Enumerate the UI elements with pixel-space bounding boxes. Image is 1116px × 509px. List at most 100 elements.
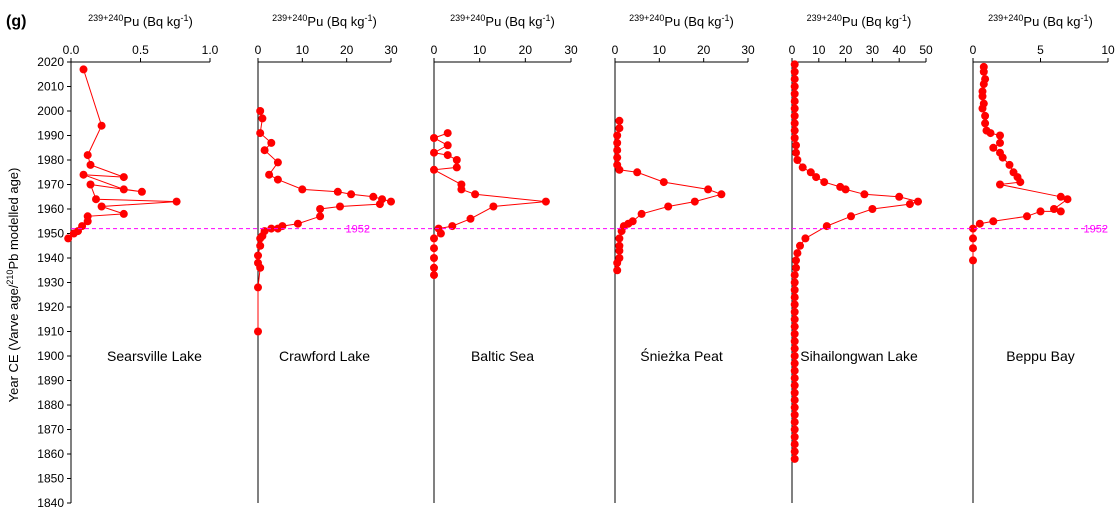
data-point [790, 396, 799, 405]
x-tick-label: 5 [1037, 43, 1044, 57]
data-point [790, 410, 799, 419]
data-point [615, 234, 624, 243]
data-point [298, 185, 307, 194]
data-point [256, 234, 265, 243]
data-point [633, 168, 642, 177]
data-point [471, 190, 480, 199]
data-point [790, 271, 799, 280]
data-point [430, 134, 438, 142]
x-tick-label: 50 [919, 43, 933, 57]
x-tick-label: 30 [564, 43, 578, 57]
site-name-label: Baltic Sea [471, 348, 534, 364]
x-axis-title-exponent: -1 [722, 13, 730, 23]
data-point [336, 202, 344, 211]
x-axis-title-superscript: 239+240 [807, 13, 842, 23]
x-tick-label: 10 [473, 43, 487, 57]
y-tick-label: 1840 [37, 496, 64, 509]
data-point [790, 60, 799, 69]
data-point [267, 138, 276, 147]
x-tick-label: 0 [789, 43, 796, 57]
data-point [790, 329, 799, 338]
x-axis-title-exponent: -1 [365, 13, 373, 23]
data-point [792, 263, 800, 272]
data-point [267, 224, 276, 233]
y-tick-label: 1990 [37, 129, 64, 143]
data-point [790, 134, 799, 142]
data-point [316, 205, 325, 213]
data-point [172, 197, 181, 206]
data-point [64, 234, 73, 243]
data-point [996, 180, 1004, 189]
data-point [790, 388, 799, 397]
data-point [790, 366, 799, 375]
data-point [615, 116, 624, 125]
data-point [613, 138, 622, 147]
x-tick-label: 0 [612, 43, 619, 57]
data-point [790, 104, 799, 113]
x-axis-title-end: ) [1089, 14, 1093, 29]
data-point [790, 293, 799, 302]
data-point [986, 129, 995, 138]
data-point [801, 234, 810, 243]
x-tick-label: 0 [255, 43, 262, 57]
data-point [1023, 212, 1031, 221]
data-point [256, 129, 265, 138]
x-axis-title: 239+240Pu (Bq kg-1) [88, 13, 193, 29]
data-point [895, 192, 904, 201]
data-point [452, 156, 461, 164]
x-axis-title-main: Pu (Bq kg [123, 14, 180, 29]
reference-label: 1952 [346, 224, 370, 236]
data-point [868, 205, 877, 213]
panel-beppu-bay: 239+240Pu (Bq kg-1) 0 5 10 Beppu Bay [969, 13, 1115, 503]
data-point [659, 178, 668, 187]
data-point [79, 170, 88, 179]
x-tick-label: 10 [296, 43, 310, 57]
x-axis-title: 239+240Pu (Bq kg-1) [807, 13, 912, 29]
y-tick-label: 1940 [37, 251, 64, 265]
x-axis-title-superscript: 239+240 [272, 13, 307, 23]
data-point [613, 131, 622, 140]
x-axis-title-end: ) [551, 14, 555, 29]
data-point [1063, 195, 1072, 204]
data-point [637, 209, 646, 218]
panel-sihailongwan-lake: 239+240Pu (Bq kg-1) 0 10 20 30 40 50 Sihailongw… [789, 13, 933, 503]
data-point [969, 256, 977, 265]
x-axis-title-main: Pu (Bq kg [664, 14, 721, 29]
x-tick-label: 10 [812, 43, 826, 57]
data-point [119, 185, 128, 194]
data-point [979, 67, 988, 76]
panel--nie-ka-peat: 239+240Pu (Bq kg-1) 0 10 20 30 Śnieżka Peat [612, 13, 755, 503]
x-axis-title-end: ) [189, 14, 193, 29]
site-name-label: Beppu Bay [1006, 348, 1075, 364]
x-tick-label: 20 [697, 43, 711, 57]
data-point [69, 229, 78, 238]
y-tick-label: 1960 [37, 202, 64, 216]
data-point [273, 175, 282, 184]
data-point [792, 148, 800, 157]
y-tick-label: 1930 [37, 276, 64, 290]
data-point [969, 244, 977, 253]
data-point [613, 266, 622, 275]
x-tick-label: 20 [839, 43, 853, 57]
x-axis-title-superscript: 239+240 [88, 13, 123, 23]
data-point [316, 212, 325, 221]
x-axis-title: 239+240Pu (Bq kg-1) [450, 13, 555, 29]
reference-lines: 1952 1952 [71, 224, 1108, 236]
data-point [387, 197, 395, 206]
data-point [796, 241, 804, 250]
data-point [489, 202, 498, 211]
x-axis-title: 239+240Pu (Bq kg-1) [272, 13, 377, 29]
x-tick-label: 20 [340, 43, 354, 57]
x-axis-title-main: Pu (Bq kg [485, 14, 542, 29]
data-point [790, 454, 799, 463]
data-point [792, 141, 800, 150]
data-point [790, 440, 799, 449]
data-point [790, 352, 799, 360]
data-point [790, 111, 799, 120]
data-point [1016, 178, 1025, 187]
data-point [790, 344, 799, 353]
data-point [790, 374, 799, 383]
x-axis-title-main: Pu (Bq kg [1023, 14, 1080, 29]
data-point [790, 322, 799, 331]
data-point [790, 82, 799, 91]
